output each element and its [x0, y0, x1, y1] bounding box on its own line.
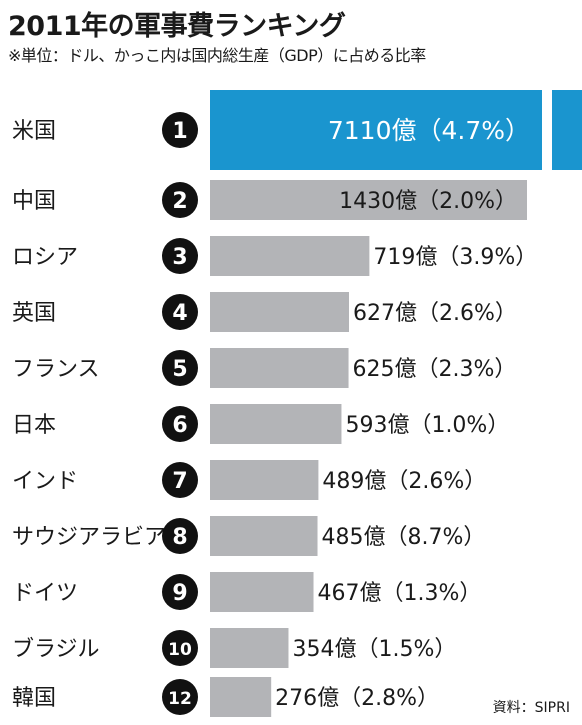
rank-badge: [162, 462, 198, 498]
rank-number: 3: [172, 245, 187, 270]
category-label: ドイツ: [12, 581, 78, 606]
rank-number: 9: [172, 581, 187, 606]
bar: [210, 516, 318, 556]
bar-row: 日本 6 593億（1.0%）: [12, 404, 509, 444]
category-label: インド: [12, 469, 78, 494]
data-label: 354億（1.5%）: [292, 637, 456, 662]
rank-badge: [162, 350, 198, 386]
category-label: ブラジル: [12, 637, 100, 662]
category-label: 日本: [12, 413, 56, 438]
rank-badge: [162, 518, 198, 554]
rank-badge: [162, 679, 198, 715]
bar: [210, 460, 319, 500]
rank-badge: [162, 574, 198, 610]
category-label: 米国: [12, 119, 56, 144]
rank-badge: [162, 294, 198, 330]
rank-number: 7: [172, 469, 187, 494]
category-label: 中国: [12, 189, 56, 214]
bar: [210, 628, 289, 668]
data-label: 276億（2.8%）: [275, 686, 439, 711]
bar-row: 中国 2 1430億（2.0%）: [12, 180, 527, 220]
bar: [210, 348, 349, 388]
data-label: 719億（3.9%）: [373, 245, 537, 270]
bar: [210, 677, 272, 717]
bar-row: フランス 5 625億（2.3%）: [12, 348, 516, 388]
data-label: 485億（8.7%）: [322, 525, 486, 550]
source-note: 資料：SIPRI: [492, 700, 570, 716]
chart-subtitle: ※単位：ドル、かっこ内は国内総生産（GDP）に占める比率: [8, 46, 426, 65]
data-label: 593億（1.0%）: [345, 413, 509, 438]
rank-number: 10: [168, 640, 192, 660]
rank-badge: [162, 112, 198, 148]
bar: [210, 90, 542, 170]
bar-row: 韓国 12 276億（2.8%）: [12, 677, 439, 717]
category-label: 韓国: [12, 686, 56, 711]
rank-badge: [162, 630, 198, 666]
data-label: 625億（2.3%）: [353, 357, 517, 382]
rank-number: 1: [172, 119, 187, 144]
rank-badge: [162, 238, 198, 274]
bar-row: ドイツ 9 467億（1.3%）: [12, 572, 481, 612]
bar: [210, 236, 370, 276]
rank-number: 6: [172, 413, 187, 438]
bar-row: インド 7 489億（2.6%）: [12, 460, 486, 500]
rank-number: 5: [172, 357, 187, 382]
bar: [210, 404, 342, 444]
data-label: 7110億（4.7%）: [328, 116, 530, 145]
bar-overflow: [552, 90, 582, 170]
bar: [210, 180, 527, 220]
bar-row: ロシア 3 719億（3.9%）: [12, 236, 537, 276]
bar-row: ブラジル 10 354億（1.5%）: [12, 628, 456, 668]
rank-number: 12: [168, 689, 192, 709]
rank-badge: [162, 182, 198, 218]
category-label: サウジアラビア: [12, 525, 166, 550]
category-label: フランス: [12, 357, 100, 382]
category-label: ロシア: [12, 245, 78, 270]
chart-title: 2011年の軍事費ランキング: [8, 11, 346, 42]
bar-row: 米国 1 7110億（4.7%）: [12, 90, 582, 170]
category-label: 英国: [12, 301, 56, 326]
data-label: 489億（2.6%）: [322, 469, 486, 494]
data-label: 467億（1.3%）: [318, 581, 482, 606]
data-label: 1430億（2.0%）: [339, 189, 517, 214]
rank-number: 8: [172, 525, 187, 550]
data-label: 627億（2.6%）: [353, 301, 517, 326]
bar: [210, 292, 349, 332]
bar: [210, 572, 314, 612]
rank-number: 4: [172, 301, 187, 326]
rank-badge: [162, 406, 198, 442]
rank-number: 2: [172, 189, 187, 214]
bar-row: 英国 4 627億（2.6%）: [12, 292, 517, 332]
bar-row: サウジアラビア 8 485億（8.7%）: [12, 516, 485, 556]
